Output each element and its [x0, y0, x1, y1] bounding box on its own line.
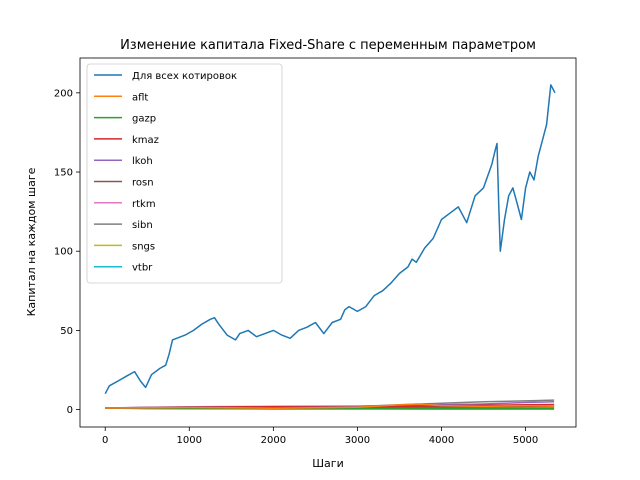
legend-box — [86, 63, 283, 284]
y-tick-label: 150 — [54, 168, 73, 179]
x-tick-label: 3000 — [345, 435, 370, 446]
series-layer — [104, 84, 556, 411]
series-line-aflt — [105, 403, 555, 409]
legend-label: rosn — [132, 178, 154, 189]
legend-label: vtbr — [132, 263, 153, 274]
y-tick-label: 0 — [67, 405, 73, 416]
x-axis-label: Шаги — [312, 457, 343, 470]
legend-label: aflt — [132, 92, 148, 103]
legend: Для всех котировок aflt gazp kmaz lkoh rosn rt… — [86, 63, 283, 284]
y-tick-label: 200 — [54, 88, 73, 99]
y-axis-label: Капитал на каждом шаге — [25, 167, 38, 316]
plot-frame — [79, 57, 577, 428]
y-axis: 0 50 100 150 200 — [54, 88, 80, 416]
x-tick-label: 5000 — [513, 435, 538, 446]
y-tick-label: 100 — [54, 247, 73, 258]
legend-label: sibn — [132, 220, 153, 231]
x-tick-label: 0 — [102, 435, 108, 446]
x-tick-label: 1000 — [177, 435, 202, 446]
legend-label: gazp — [132, 114, 156, 125]
x-tick-label: 2000 — [261, 435, 286, 446]
series-line-Для всех котировок — [104, 84, 556, 395]
x-axis: 0 1000 2000 3000 4000 5000 — [102, 427, 538, 446]
y-tick-label: 50 — [60, 326, 73, 337]
x-tick-label: 4000 — [429, 435, 454, 446]
legend-label: kmaz — [132, 135, 159, 146]
legend-label: rtkm — [132, 199, 156, 210]
legend-label: Для всех котировок — [132, 71, 237, 82]
chart-title: Изменение капитала Fixed-Share с перемен… — [120, 38, 536, 53]
legend-label: lkoh — [132, 156, 153, 167]
legend-label: sngs — [132, 241, 155, 252]
